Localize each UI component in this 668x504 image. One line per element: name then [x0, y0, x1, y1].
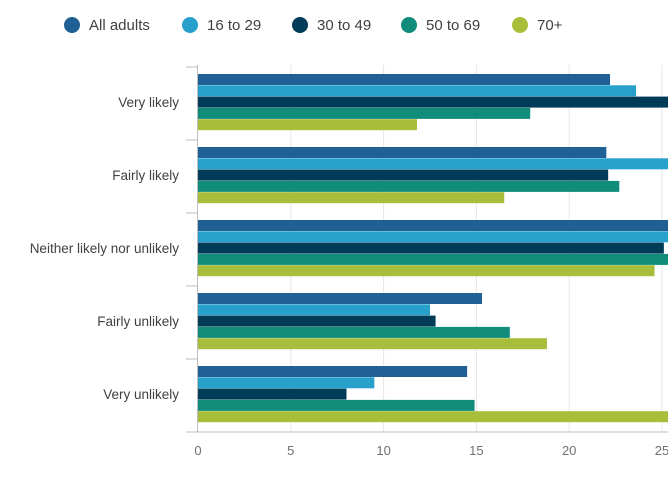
legend-swatch-3 — [292, 17, 308, 33]
bar-3-5 — [198, 265, 655, 277]
x-tick-label-0: 0 — [194, 443, 201, 458]
bar-2-3 — [198, 169, 609, 181]
legend-label-5: 70+ — [537, 16, 563, 34]
category-label-3: Neither likely nor unlikely — [30, 241, 180, 256]
bar-1-1 — [198, 74, 611, 85]
bar-1-2 — [198, 85, 637, 97]
category-label-4: Fairly unlikely — [97, 314, 179, 329]
x-tick-label-4: 20 — [562, 443, 576, 458]
bar-4-5 — [198, 338, 547, 350]
bar-5-3 — [198, 388, 347, 400]
legend-label-3: 30 to 49 — [317, 16, 372, 34]
bar-4-3 — [198, 315, 436, 327]
category-label-2: Fairly likely — [112, 168, 179, 183]
bar-3-4 — [198, 253, 668, 265]
legend-item-3: 30 to 49 — [292, 14, 371, 36]
legend-swatch-5 — [512, 17, 528, 33]
bar-3-1 — [198, 220, 668, 231]
legend-swatch-1 — [64, 17, 80, 33]
legend-label-1: All adults — [89, 16, 150, 34]
x-tick-label-2: 10 — [376, 443, 390, 458]
x-tick-label-1: 5 — [287, 443, 294, 458]
bar-2-2 — [198, 158, 668, 170]
bar-2-1 — [198, 147, 607, 158]
bar-2-5 — [198, 192, 505, 204]
bar-4-2 — [198, 304, 430, 316]
x-tick-label-3: 15 — [469, 443, 483, 458]
x-tick-label-5: 25 — [655, 443, 668, 458]
legend-item-1: All adults — [64, 14, 150, 36]
legend-swatch-4 — [401, 17, 417, 33]
bar-1-5 — [198, 119, 418, 131]
bar-1-4 — [198, 107, 531, 119]
bar-3-2 — [198, 231, 668, 243]
bar-3-3 — [198, 242, 664, 254]
bar-5-1 — [198, 366, 468, 377]
category-label-5: Very unlikely — [103, 387, 179, 402]
legend-label-4: 50 to 69 — [426, 16, 481, 34]
legend-item-5: 70+ — [512, 14, 562, 36]
bar-4-4 — [198, 326, 510, 338]
legend-item-2: 16 to 29 — [182, 14, 261, 36]
bar-1-3 — [198, 96, 668, 108]
bar-5-5 — [198, 411, 668, 423]
bar-5-4 — [198, 399, 475, 411]
legend-label-2: 16 to 29 — [207, 16, 262, 34]
bar-2-4 — [198, 180, 620, 192]
chart-legend: All adults 16 to 29 30 to 49 50 to 69 70+ — [0, 0, 668, 50]
category-label-1: Very likely — [118, 95, 179, 110]
bar-4-1 — [198, 293, 482, 304]
legend-swatch-2 — [182, 17, 198, 33]
bar-5-2 — [198, 377, 375, 389]
legend-item-4: 50 to 69 — [401, 14, 480, 36]
